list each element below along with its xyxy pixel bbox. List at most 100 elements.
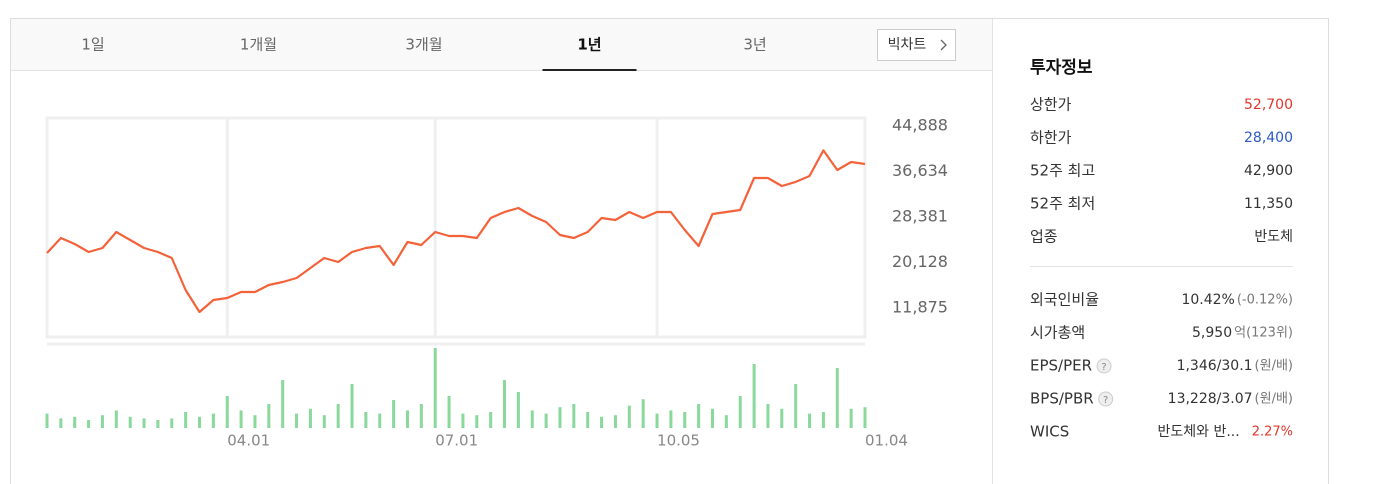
bigchart-button[interactable]	[877, 29, 956, 61]
info-value: 5,950	[1192, 325, 1232, 341]
chevron	[940, 39, 947, 51]
volume-bar	[100, 415, 104, 428]
info-label: WICS	[1030, 423, 1069, 441]
tab[interactable]: 1일	[81, 36, 104, 54]
x-tick-label: 07.01	[435, 432, 478, 450]
help-mark[interactable]: ?	[1101, 362, 1106, 373]
volume-bar	[766, 404, 770, 428]
tab[interactable]: 1개월	[240, 36, 277, 54]
volume-bar	[45, 413, 49, 428]
volume-bar	[419, 404, 423, 428]
volume-bar	[87, 420, 91, 428]
volume-bar	[516, 392, 520, 428]
volume-bar	[752, 364, 756, 428]
volume-bar	[211, 413, 215, 428]
volume-bar	[156, 420, 160, 428]
volume-bar	[503, 380, 507, 428]
volume-bar	[225, 396, 229, 428]
y-tick-label: 20,128	[892, 252, 948, 271]
info-title: 투자정보	[1030, 58, 1093, 78]
volume-bar	[655, 413, 659, 428]
volume-bar	[350, 384, 354, 428]
x-tick-label: 01.04	[865, 432, 908, 450]
volume-bar	[392, 400, 396, 428]
volume-bar	[295, 413, 299, 428]
volume-bar	[808, 413, 812, 428]
volume-bar	[835, 368, 839, 428]
volume-bar	[433, 348, 437, 428]
info-value: 13,228/3.07	[1168, 391, 1253, 407]
volume-bar	[322, 415, 326, 428]
volume-bar	[724, 415, 728, 428]
volume-bar	[59, 418, 63, 428]
volume-bar	[405, 410, 409, 428]
volume-bar	[641, 399, 645, 428]
price-panel	[45, 116, 867, 339]
volume-bar	[849, 408, 853, 428]
volume-bar	[198, 416, 202, 428]
volume-bar	[738, 396, 742, 428]
tab[interactable]: 1년	[577, 36, 601, 54]
volume-bar	[489, 412, 493, 428]
volume-bar	[697, 404, 701, 428]
volume-bar	[780, 408, 784, 428]
volume-bar	[710, 408, 714, 428]
info-value: 11,350	[1244, 196, 1293, 212]
info-note: (원/배)	[1255, 392, 1293, 407]
volume-bar	[475, 415, 479, 428]
volume-bar	[794, 384, 798, 428]
info-value: 52,700	[1244, 97, 1293, 113]
info-label: 업종	[1030, 228, 1058, 246]
info-note: (원/배)	[1255, 359, 1293, 374]
volume-bar	[558, 407, 562, 428]
info-label: BPS/PBR	[1030, 390, 1094, 408]
info-value: 반도체와 반...	[1157, 424, 1239, 440]
info-label: 상한가	[1030, 96, 1072, 114]
tab[interactable]: 3년	[743, 36, 766, 54]
x-tick-label: 10.05	[657, 432, 700, 450]
volume-bar	[281, 380, 285, 428]
volume-bar	[461, 413, 465, 428]
volume-bar	[683, 412, 687, 428]
frame	[10, 18, 1329, 484]
volume-bar	[530, 410, 534, 428]
info-label: 시가총액	[1030, 324, 1085, 342]
volume-bar	[114, 410, 118, 428]
volume-bar	[170, 418, 174, 428]
y-tick-label: 28,381	[892, 207, 948, 226]
info-label: 52주 최저	[1030, 195, 1095, 213]
volume-bar	[544, 413, 548, 428]
tab-underline	[542, 69, 637, 71]
help-icon[interactable]	[1098, 391, 1114, 407]
info-label: 52주 최고	[1030, 162, 1095, 180]
volume-bar	[128, 416, 132, 428]
volume-bar	[821, 412, 825, 428]
volume-bar	[142, 418, 146, 428]
volume-bar	[184, 412, 188, 428]
volume-bar	[627, 405, 631, 428]
volume-bar	[308, 408, 312, 428]
x-tick-label: 04.01	[227, 432, 270, 450]
volume-bar	[447, 396, 451, 428]
info-value: 42,900	[1244, 163, 1293, 179]
info-label: EPS/PER	[1030, 357, 1092, 375]
volume-bar	[239, 410, 243, 428]
tab[interactable]: 3개월	[405, 36, 442, 54]
info-note: 2.27%	[1252, 425, 1293, 440]
volume-bar	[267, 404, 271, 428]
info-label: 하한가	[1030, 129, 1072, 147]
help-icon[interactable]	[1096, 358, 1112, 374]
help-mark[interactable]: ?	[1103, 395, 1108, 406]
volume-bar	[600, 416, 604, 428]
price-line	[46, 149, 866, 314]
info-value: 1,346/30.1	[1177, 358, 1253, 374]
volume-bar	[253, 415, 257, 428]
volume-bar	[572, 404, 576, 428]
bigchart-label[interactable]: 빅차트	[888, 37, 927, 53]
volume-bar	[586, 412, 590, 428]
volume-bar	[336, 404, 340, 428]
volume-bar	[73, 416, 77, 428]
info-value: 반도체	[1254, 229, 1293, 245]
